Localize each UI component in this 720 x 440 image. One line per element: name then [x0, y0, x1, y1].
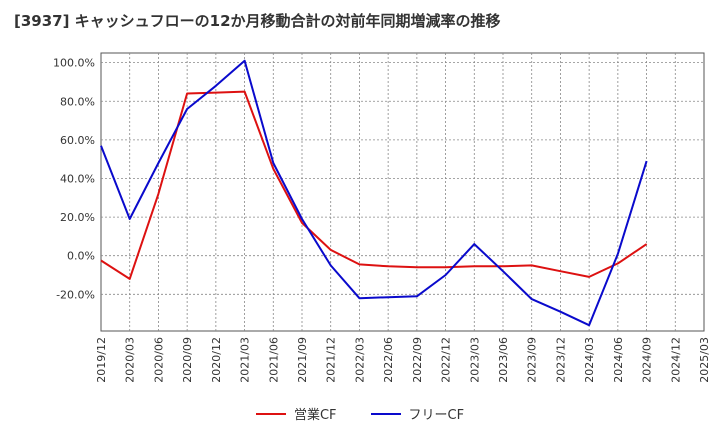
y-tick-label: -20.0%	[56, 288, 95, 301]
tick-layer: 2019/12 2020/03 2020/06 2020/09 2020/12 2021/…	[53, 57, 711, 383]
x-tick-label: 2022/03	[353, 337, 366, 383]
series-line-operating-cf	[100, 90, 648, 280]
x-tick-label: 2020/09	[181, 337, 194, 383]
legend: 営業CF フリーCF	[0, 404, 720, 423]
x-tick-label: 2022/09	[411, 337, 424, 383]
x-tick-label: 2021/12	[325, 337, 338, 383]
x-tick-label: 2019/12	[95, 337, 108, 383]
x-tick-label: 2023/06	[497, 337, 510, 383]
x-tick-label: 2024/09	[641, 337, 654, 383]
x-tick-label: 2023/09	[526, 337, 539, 383]
y-tick-label: 40.0%	[60, 172, 95, 185]
x-tick-label: 2022/12	[440, 337, 453, 383]
legend-swatch-free-cf	[370, 412, 401, 415]
x-tick-label: 2021/09	[296, 337, 309, 383]
legend-item-operating-cf[interactable]: 営業CF	[255, 404, 337, 423]
legend-swatch-operating-cf	[255, 412, 286, 415]
y-tick-label: 20.0%	[60, 211, 95, 224]
legend-label-free-cf: フリーCF	[408, 408, 465, 423]
x-tick-label: 2022/06	[382, 337, 395, 383]
x-tick-label: 2021/03	[239, 337, 252, 383]
x-tick-label: 2025/03	[698, 337, 711, 383]
plot-frame	[100, 52, 705, 332]
x-tick-label: 2020/12	[210, 337, 223, 383]
x-tick-label: 2024/06	[612, 337, 625, 383]
x-tick-label: 2020/06	[152, 337, 165, 383]
series-line-free-cf	[100, 59, 648, 327]
x-tick-label: 2021/06	[267, 337, 280, 383]
x-tick-label: 2023/03	[468, 337, 481, 383]
y-tick-label: 0.0%	[67, 250, 95, 263]
series-layer	[100, 59, 648, 327]
grid-layer	[101, 53, 704, 331]
y-tick-label: 60.0%	[60, 134, 95, 147]
y-tick-label: 80.0%	[60, 95, 95, 108]
chart-title: [3937] キャッシュフローの12か月移動合計の対前年同期増減率の推移	[14, 12, 501, 30]
x-tick-label: 2020/03	[124, 337, 137, 383]
y-tick-label: 100.0%	[53, 57, 95, 70]
legend-item-free-cf[interactable]: フリーCF	[370, 404, 465, 423]
x-tick-label: 2024/03	[583, 337, 596, 383]
legend-label-operating-cf: 営業CF	[293, 408, 337, 423]
x-tick-label: 2023/12	[554, 337, 567, 383]
chart-area: 2019/12 2020/03 2020/06 2020/09 2020/12 2021/…	[53, 52, 711, 383]
x-tick-label: 2024/12	[669, 337, 682, 383]
